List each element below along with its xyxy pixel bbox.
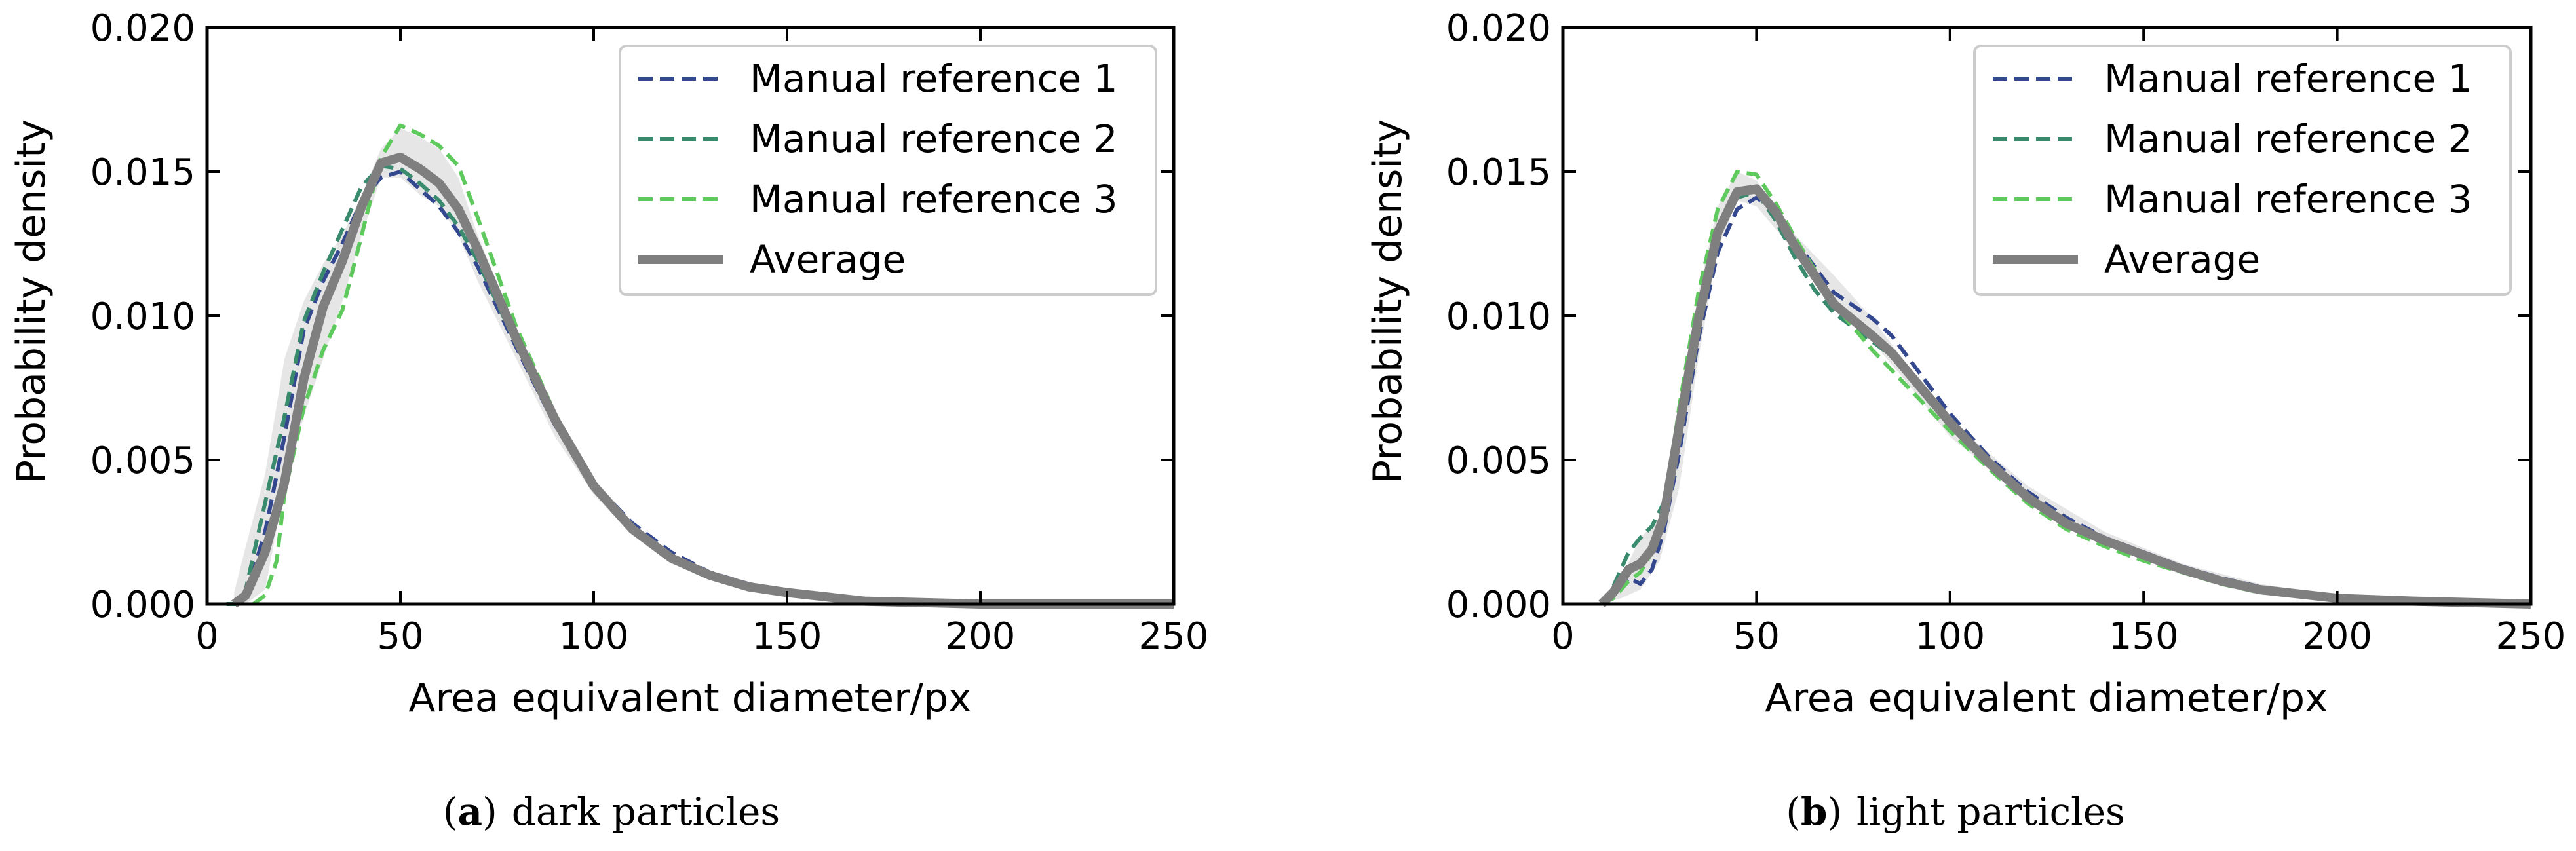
y-tick-label: 0.020 bbox=[1446, 7, 1551, 50]
legend-label-4: Average bbox=[2104, 237, 2260, 282]
y-tick-label: 0.000 bbox=[90, 584, 195, 626]
legend-label-3: Manual reference 3 bbox=[2104, 177, 2472, 221]
y-tick-label: 0.005 bbox=[1446, 440, 1551, 482]
legend-box bbox=[1973, 45, 2512, 296]
y-tick-label: 0.010 bbox=[1446, 295, 1551, 338]
x-axis-label: Area equivalent diameter/px bbox=[1765, 675, 2328, 721]
x-tick-label: 200 bbox=[946, 615, 1016, 658]
chart-panel-b: 0 50 100 150 200 250 0.000 0.005 0.010 0.015 0.020… bbox=[1365, 7, 2566, 834]
y-tick-label: 0.015 bbox=[1446, 151, 1551, 194]
y-tick-label: 0.020 bbox=[90, 7, 195, 50]
plot-area: 0 50 100 150 200 250 0.000 0.005 0.010 0.015 0.020… bbox=[1446, 7, 2566, 658]
x-tick-label: 200 bbox=[2302, 615, 2372, 658]
x-tick-label: 100 bbox=[1915, 615, 1985, 658]
legend: Manual reference 1 Manual reference 2 Manu… bbox=[619, 45, 1157, 296]
x-tick-label: 250 bbox=[2496, 615, 2566, 658]
legend-label-4: Average bbox=[750, 237, 906, 282]
caption-a: (a) dark particles bbox=[443, 789, 780, 834]
y-tick-label: 0.000 bbox=[1446, 584, 1551, 626]
series-line-4 bbox=[231, 153, 1174, 609]
x-tick-label: 0 bbox=[195, 615, 219, 658]
y-tick-label: 0.015 bbox=[90, 151, 195, 194]
legend-label-2: Manual reference 2 bbox=[2104, 117, 2472, 161]
series-line-2 bbox=[226, 164, 1174, 606]
range-band bbox=[1602, 172, 2531, 604]
x-axis-label: Area equivalent diameter/px bbox=[408, 675, 971, 721]
legend: Manual reference 1 Manual reference 2 Manu… bbox=[1973, 45, 2512, 296]
series-line-4 bbox=[1598, 184, 2531, 609]
legend-box bbox=[619, 45, 1157, 296]
legend-label-1: Manual reference 1 bbox=[750, 56, 1117, 101]
legend-label-1: Manual reference 1 bbox=[2104, 56, 2472, 101]
y-axis-label: Probability density bbox=[9, 119, 54, 483]
x-tick-label: 50 bbox=[377, 615, 423, 658]
y-tick-label: 0.010 bbox=[90, 295, 195, 338]
y-tick-label: 0.005 bbox=[90, 440, 195, 482]
x-tick-label: 150 bbox=[2109, 615, 2179, 658]
plot-area: 0 50 100 150 200 250 0.000 0.005 0.010 0.015 0.020… bbox=[90, 7, 1209, 658]
legend-label-2: Manual reference 2 bbox=[750, 117, 1117, 161]
caption-b: (b) light particles bbox=[1786, 789, 2125, 834]
y-axis-label: Probability density bbox=[1365, 119, 1411, 483]
x-tick-label: 50 bbox=[1733, 615, 1780, 658]
legend-label-3: Manual reference 3 bbox=[750, 177, 1117, 221]
x-tick-label: 250 bbox=[1139, 615, 1209, 658]
x-tick-label: 150 bbox=[752, 615, 822, 658]
x-tick-label: 0 bbox=[1551, 615, 1575, 658]
chart-panel-a: 0 50 100 150 200 250 0.000 0.005 0.010 0.015 0.020… bbox=[9, 7, 1208, 834]
x-tick-label: 100 bbox=[559, 615, 629, 658]
